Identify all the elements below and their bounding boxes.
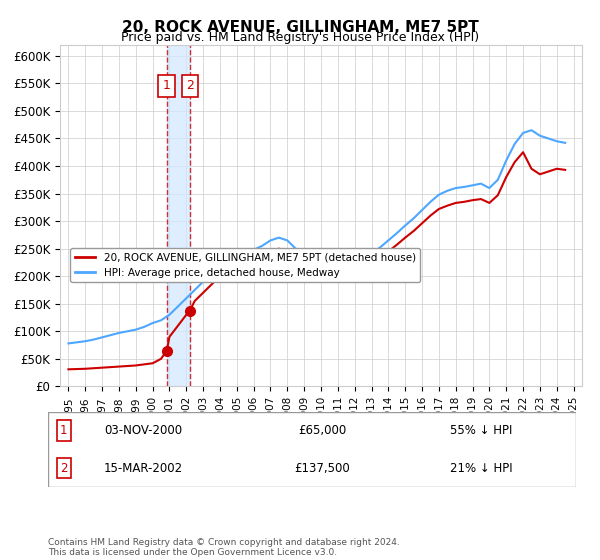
Text: 55% ↓ HPI: 55% ↓ HPI [450,424,512,437]
Text: 2: 2 [186,80,194,92]
FancyBboxPatch shape [48,412,576,487]
Text: 03-NOV-2000: 03-NOV-2000 [104,424,182,437]
Text: 15-MAR-2002: 15-MAR-2002 [103,462,182,475]
Text: Price paid vs. HM Land Registry's House Price Index (HPI): Price paid vs. HM Land Registry's House … [121,31,479,44]
Text: 20, ROCK AVENUE, GILLINGHAM, ME7 5PT: 20, ROCK AVENUE, GILLINGHAM, ME7 5PT [122,20,478,35]
Text: £65,000: £65,000 [298,424,347,437]
Text: 2: 2 [60,462,68,475]
Text: 1: 1 [60,424,68,437]
Text: 1: 1 [163,80,170,92]
Legend: 20, ROCK AVENUE, GILLINGHAM, ME7 5PT (detached house), HPI: Average price, detac: 20, ROCK AVENUE, GILLINGHAM, ME7 5PT (de… [70,248,420,282]
Text: £137,500: £137,500 [295,462,350,475]
Text: 21% ↓ HPI: 21% ↓ HPI [449,462,512,475]
Text: Contains HM Land Registry data © Crown copyright and database right 2024.
This d: Contains HM Land Registry data © Crown c… [48,538,400,557]
Bar [167,45,190,386]
